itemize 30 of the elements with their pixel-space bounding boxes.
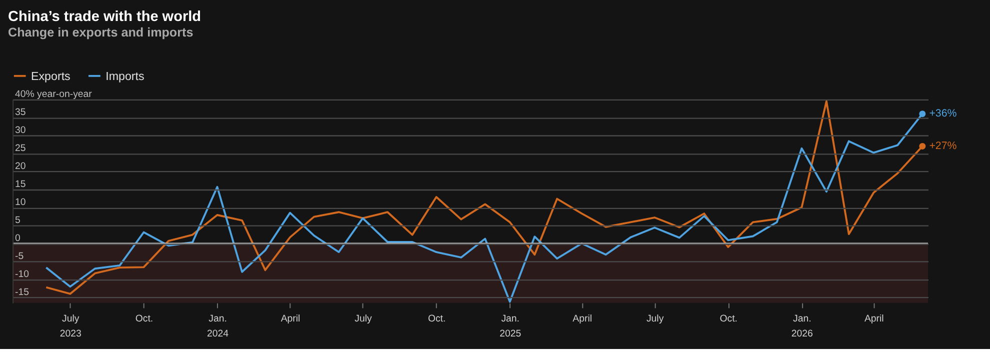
y-tick-label: 0	[15, 233, 20, 244]
y-tick-label: 20	[15, 161, 26, 172]
x-tick-label: Oct.	[135, 314, 154, 325]
x-tick-label: Oct.	[428, 314, 446, 325]
x-tick-label: July	[354, 314, 372, 325]
y-tick-label: -10	[15, 269, 29, 280]
x-tick-label: July 2023	[60, 314, 82, 340]
chart-subtitle: Change in exports and imports	[8, 25, 194, 40]
y-tick-label: 40% year-on-year	[15, 89, 93, 100]
x-tick-label: Jan. 2025	[500, 314, 522, 340]
y-tick-label: 25	[15, 143, 26, 154]
y-tick-label: 10	[15, 197, 26, 208]
y-tick-label: 35	[15, 107, 26, 118]
x-tick-label: April	[572, 314, 592, 325]
x-tick-label: Jan. 2026	[791, 314, 813, 340]
annotation: +27%	[929, 140, 958, 152]
legend-label: Exports	[31, 70, 71, 83]
chart-title: China’s trade with the world	[8, 8, 202, 25]
y-tick-label: 5	[15, 215, 20, 226]
x-tick-label: July	[646, 314, 664, 325]
y-tick-label: 30	[15, 125, 26, 136]
y-tick-label: 15	[15, 179, 26, 190]
x-tick-label: April	[864, 314, 884, 325]
y-tick-label: -5	[15, 251, 24, 262]
x-tick-label: April	[280, 314, 300, 325]
y-tick-label: -15	[15, 287, 29, 298]
legend-label: Imports	[106, 70, 144, 83]
x-tick-label: Oct.	[720, 314, 738, 325]
x-tick-label: Jan. 2024	[206, 314, 230, 340]
annotation: +36%	[929, 108, 958, 120]
